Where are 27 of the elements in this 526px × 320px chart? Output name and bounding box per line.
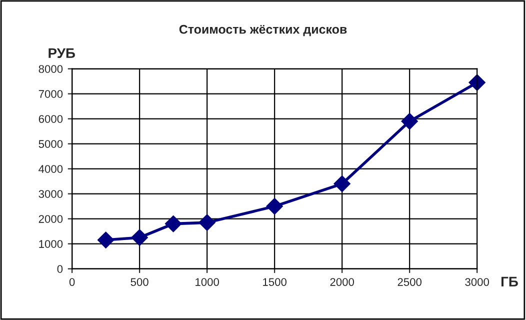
y-tick-label: 2000 <box>38 215 63 223</box>
point <box>468 74 486 91</box>
y-tick-label: 4000 <box>38 165 63 173</box>
x-tick-label: 0 <box>69 278 75 286</box>
x-tick-label: 2000 <box>330 278 354 286</box>
point <box>198 214 216 231</box>
point <box>97 232 114 248</box>
x-tick-label: 2500 <box>398 278 422 286</box>
chart-title: Стоимость жёстких дисков <box>179 24 347 36</box>
x-tick-label: 1000 <box>196 278 219 286</box>
x-axis-title: ГБ <box>501 276 518 286</box>
y-tick-label: 6000 <box>38 115 63 123</box>
point <box>401 112 418 130</box>
y-tick-label: 0 <box>57 265 63 273</box>
y-tick-label: 5000 <box>38 140 63 148</box>
y-tick-label: 7000 <box>38 90 63 98</box>
y-tick-label: 1000 <box>39 240 63 248</box>
x-tick-label: 3000 <box>465 278 490 286</box>
y-axis-title: РУБ <box>48 48 75 58</box>
point <box>164 215 182 232</box>
x-tick-label: 500 <box>130 278 148 286</box>
y-tick-label: 3000 <box>38 190 63 198</box>
x-tick-label: 1500 <box>263 278 286 286</box>
point <box>334 175 350 192</box>
point <box>266 198 283 215</box>
point <box>131 229 148 246</box>
y-tick-label: 8000 <box>38 65 63 73</box>
